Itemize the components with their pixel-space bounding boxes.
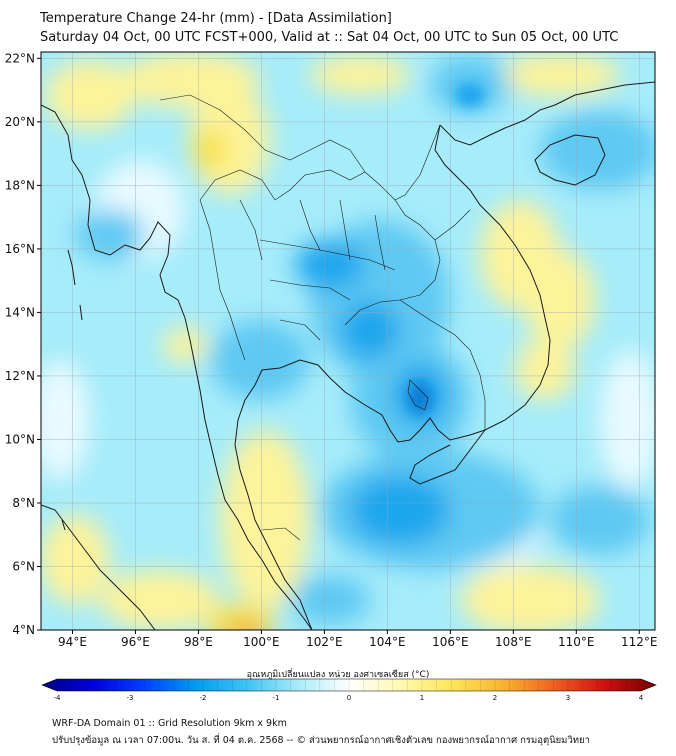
colorbar-tick-label: 2 [493, 694, 497, 700]
border-thailand-cambodia [344, 279, 436, 326]
coastline-hainan [534, 134, 606, 186]
colorbar-tick-label: -2 [200, 694, 207, 700]
lon-tick-label: 108°E [495, 635, 532, 649]
lon-tick-label: 110°E [558, 635, 595, 649]
colorbar: -4 -3 -2 -1 0 1 2 3 4 [41, 678, 657, 700]
lat-tick-label: 16°N [5, 242, 35, 256]
map-area [41, 52, 655, 630]
lat-tick-label: 14°N [5, 305, 35, 319]
lat-tick-label: 6°N [12, 559, 35, 573]
footer-update-info: ปรับปรุงข้อมูล ณ เวลา 07:00น. วัน ส. ที่… [52, 735, 590, 746]
coastline-gulf-of-thailand [234, 359, 486, 630]
coastlines-and-borders [41, 81, 655, 630]
latitude-axis: 22°N 20°N 18°N 16°N 14°N 12°N 10°N 8°N 6°N 4°N [5, 51, 41, 637]
coastline-sumatra [41, 504, 156, 630]
coastline-mekong-delta [409, 429, 486, 485]
lat-tick-label: 18°N [5, 178, 35, 192]
coastline-china-south [554, 81, 655, 106]
lon-tick-label: 94°E [58, 635, 87, 649]
lat-tick-label: 12°N [5, 369, 35, 383]
border-cambodia-vietnam [399, 299, 486, 430]
lat-tick-label: 8°N [12, 496, 35, 510]
chart-subtitle: Saturday 04 Oct, 00 UTC FCST+000, Valid … [40, 30, 619, 45]
border-thailand-north [199, 169, 366, 201]
lon-tick-label: 96°E [121, 635, 150, 649]
coastline-vietnam-east [434, 124, 551, 431]
colorbar-ticks: -4 -3 -2 -1 0 1 2 3 4 [54, 679, 644, 700]
border-laos-vietnam [394, 124, 471, 241]
chart-title: Temperature Change 24-hr (mm) - [Data As… [40, 11, 392, 26]
colorbar-tick-label: -4 [54, 694, 62, 700]
lat-tick-label: 20°N [5, 115, 35, 129]
colorbar-tick-label: -3 [127, 694, 134, 700]
lon-tick-label: 98°E [184, 635, 213, 649]
colorbar-gradient [41, 678, 657, 692]
border-lakes [407, 379, 429, 411]
temperature-map: 22°N 20°N 18°N 16°N 14°N 12°N 10°N 8°N 6°N 4°N 94… [5, 51, 658, 700]
border-thailand-malaysia [261, 527, 301, 541]
coastline-andaman-islands [61, 249, 83, 531]
colorbar-tick-label: -1 [273, 694, 280, 700]
longitude-axis: 94°E 96°E 98°E 100°E 102°E 104°E 106°E 108°E 110… [58, 630, 658, 649]
colorbar-tick-label: 1 [420, 694, 424, 700]
colorbar-title: อุณหภูมิเปลี่ยนแปลง หน่วย องศาเซลเซียส (… [246, 670, 430, 680]
border-thailand-myanmar [199, 199, 246, 361]
lon-tick-label: 104°E [369, 635, 406, 649]
lon-tick-label: 100°E [243, 635, 280, 649]
temperature-field [41, 52, 655, 630]
lat-tick-label: 10°N [5, 432, 35, 446]
colorbar-tick-label: 3 [566, 694, 570, 700]
border-thailand-isan-north [364, 171, 441, 281]
lon-tick-label: 106°E [432, 635, 469, 649]
border-provinces-central [239, 199, 396, 341]
colorbar-tick-label: 0 [347, 694, 351, 700]
lon-tick-label: 102°E [306, 635, 343, 649]
lat-tick-label: 4°N [12, 623, 35, 637]
coastline-gulf-of-tonkin [439, 104, 556, 146]
map-frame [40, 51, 656, 631]
border-myanmar-china [159, 94, 366, 173]
lon-tick-label: 112°E [621, 635, 658, 649]
lat-tick-label: 22°N [5, 51, 35, 65]
footer-model-info: WRF-DA Domain 01 :: Grid Resolution 9km … [52, 718, 287, 729]
coastline-myanmar-west [41, 104, 313, 630]
colorbar-tick-label: 4 [639, 694, 644, 700]
